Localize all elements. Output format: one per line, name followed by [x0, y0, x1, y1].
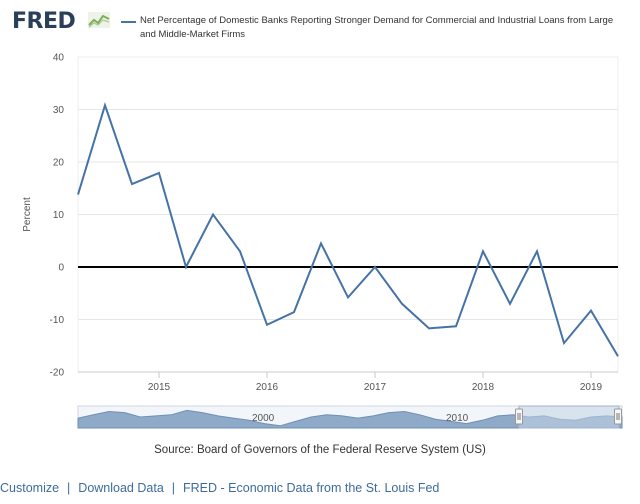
data-point	[319, 241, 323, 245]
line-chart: -20 -10 0 10 20 30 40 2015 2016 2017 2018 2019 Per…	[22, 53, 623, 429]
data-point	[373, 265, 377, 269]
fred-home-link[interactable]: FRED - Economic Data from the St. Louis …	[183, 481, 440, 495]
data-point	[211, 212, 215, 216]
data-point	[346, 295, 350, 299]
x-tick-label: 2017	[364, 382, 387, 393]
footer-separator: |	[171, 481, 176, 495]
data-point	[76, 192, 80, 196]
data-point	[265, 323, 269, 327]
y-axis-label: Percent	[22, 197, 33, 232]
header: FRED Net Percentage of Domestic Banks Re…	[0, 0, 640, 50]
customize-link[interactable]: Customize	[0, 481, 60, 495]
y-tick-label: -10	[50, 315, 65, 326]
series-line	[77, 102, 619, 357]
navigator-selected-window[interactable]	[518, 405, 620, 429]
data-point	[508, 302, 512, 306]
legend-line-swatch	[121, 21, 136, 23]
data-point	[157, 171, 161, 175]
y-tick-label: 30	[53, 105, 65, 116]
data-point	[400, 302, 404, 306]
data-point	[427, 326, 431, 330]
data-point	[589, 308, 593, 312]
y-tick-label: 10	[53, 210, 65, 221]
footer: Customize | Download Data | FRED - Economic …	[0, 481, 640, 495]
data-point	[562, 341, 566, 345]
download-data-link[interactable]: Download Data	[78, 481, 164, 495]
data-point	[616, 354, 620, 358]
y-axis-ticks: -20 -10 0 10 20 30 40	[50, 53, 65, 379]
data-point	[238, 249, 242, 253]
source-note: Source: Board of Governors of the Federa…	[154, 444, 486, 456]
y-tick-label: 20	[53, 158, 65, 169]
navigator-handle-left[interactable]	[515, 408, 523, 425]
data-point	[454, 324, 458, 328]
series-title: Net Percentage of Domestic Banks Reporti…	[140, 15, 614, 40]
x-tick-label: 2019	[580, 382, 603, 393]
data-point	[292, 310, 296, 314]
data-point	[103, 103, 107, 107]
y-tick-label: -20	[50, 368, 65, 379]
x-axis-ticks: 2015 2016 2017 2018 2019	[78, 371, 618, 393]
fred-logo[interactable]: FRED	[12, 9, 76, 34]
data-point	[535, 249, 539, 253]
data-point	[481, 249, 485, 253]
navigator-label-2010: 2010	[446, 413, 469, 424]
navigator-handle-right[interactable]	[614, 408, 622, 425]
x-tick-label: 2016	[256, 382, 279, 393]
data-point	[130, 182, 134, 186]
x-tick-label: 2015	[148, 382, 171, 393]
fred-chart-icon	[88, 12, 110, 28]
footer-separator: |	[67, 481, 71, 495]
data-point	[184, 265, 188, 269]
grid-lines	[77, 56, 619, 373]
y-tick-label: 0	[58, 263, 64, 274]
x-tick-label: 2018	[472, 382, 495, 393]
y-tick-label: 40	[53, 53, 65, 64]
navigator[interactable]: 2000 2010	[77, 405, 623, 429]
navigator-label-2000: 2000	[252, 413, 275, 424]
